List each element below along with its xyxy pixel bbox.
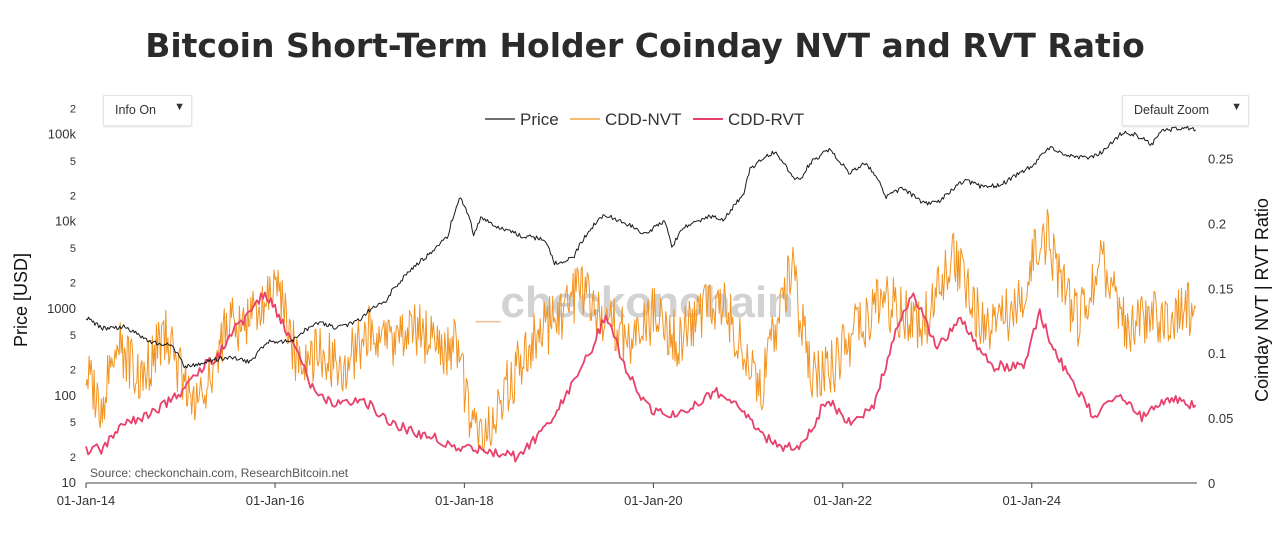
zoom-dropdown[interactable]: Default Zoom ▼ — [1122, 95, 1249, 126]
source-note: Source: checkonchain.com, ResearchBitcoi… — [90, 466, 349, 480]
legend-item-price[interactable]: Price — [485, 110, 559, 129]
y-left-tick-label: 100k — [48, 127, 77, 142]
y-left-tick-label: 10k — [55, 214, 76, 229]
y-left-tick-label: 1000 — [47, 301, 76, 316]
zoom-label: Default Zoom — [1134, 103, 1210, 117]
y-right-tick-label: 0.15 — [1208, 281, 1233, 296]
y-right-tick-label: 0.2 — [1208, 216, 1226, 231]
legend-label: CDD-NVT — [605, 110, 682, 129]
series-line-price — [85, 125, 1196, 369]
chart-title: Bitcoin Short-Term Holder Coinday NVT an… — [145, 26, 1145, 65]
y-left-tick-label: 10 — [62, 475, 76, 490]
series-line-cdd-rvt — [85, 291, 1197, 463]
y-right-tick-label: 0.05 — [1208, 411, 1233, 426]
x-tick-label: 01-Jan-20 — [624, 493, 683, 508]
y-left-tick-label: 5 — [70, 156, 76, 168]
x-tick-label: 01-Jan-18 — [435, 493, 494, 508]
y-left-tick-label: 5 — [70, 330, 76, 342]
legend-label: Price — [520, 110, 559, 129]
y-left-tick-label: 2 — [70, 191, 76, 203]
y-left-ticks: 10 2 5 100 2 5 1000 2 5 10k 2 5 100k 2 — [47, 103, 76, 490]
legend-item-cdd-rvt[interactable]: CDD-RVT — [693, 110, 804, 129]
y-right-ticks: 0 0.05 0.1 0.15 0.2 0.25 — [1208, 151, 1233, 491]
y-left-axis-title: Price [USD] — [11, 253, 31, 347]
x-tick-label: 01-Jan-24 — [1003, 493, 1062, 508]
legend: Price CDD-NVT CDD-RVT — [485, 110, 804, 129]
legend-label: CDD-RVT — [728, 110, 804, 129]
y-right-tick-label: 0 — [1208, 476, 1215, 491]
chevron-down-icon: ▼ — [174, 101, 185, 113]
chevron-down-icon: ▼ — [1231, 101, 1242, 113]
y-right-tick-label: 0.1 — [1208, 346, 1226, 361]
y-left-tick-label: 2 — [70, 365, 76, 377]
x-tick-label: 01-Jan-14 — [57, 493, 116, 508]
info-toggle-dropdown[interactable]: Info On ▼ — [103, 95, 192, 126]
info-toggle-label: Info On — [115, 103, 156, 117]
series-line-cdd-nvt — [85, 208, 1197, 453]
y-left-tick-label: 2 — [70, 278, 76, 290]
y-left-tick-label: 2 — [70, 452, 76, 464]
y-right-tick-label: 0.25 — [1208, 151, 1233, 166]
y-left-tick-label: 100 — [54, 388, 76, 403]
legend-item-cdd-nvt[interactable]: CDD-NVT — [570, 110, 682, 129]
y-left-tick-label: 2 — [70, 103, 76, 115]
y-right-axis-title: Coinday NVT | RVT Ratio — [1252, 198, 1272, 402]
x-tick-label: 01-Jan-16 — [246, 493, 305, 508]
y-left-tick-label: 5 — [70, 417, 76, 429]
y-left-tick-label: 5 — [70, 243, 76, 255]
x-axis-ticks: 01-Jan-14 01-Jan-16 01-Jan-18 01-Jan-20 01-J… — [57, 483, 1061, 508]
series-layer — [85, 125, 1197, 463]
x-tick-label: 01-Jan-22 — [813, 493, 872, 508]
